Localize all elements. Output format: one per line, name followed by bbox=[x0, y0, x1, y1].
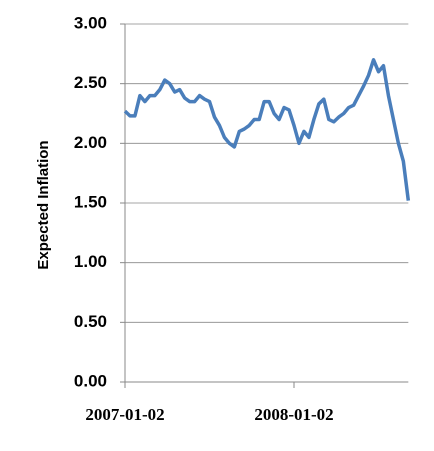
y-tick-label: 3.00 bbox=[74, 13, 107, 32]
y-tick-label: 1.50 bbox=[74, 192, 107, 211]
y-tick-label: 2.50 bbox=[74, 73, 107, 92]
x-tick-label: 2008-01-02 bbox=[254, 405, 333, 424]
y-tick-label: 0.00 bbox=[74, 371, 107, 390]
y-tick-label: 2.00 bbox=[74, 133, 107, 152]
x-tick-label: 2007-01-02 bbox=[85, 405, 164, 424]
y-tick-label: 1.00 bbox=[74, 252, 107, 271]
y-tick-label: 0.50 bbox=[74, 312, 107, 331]
y-axis-label: Expected Inflation bbox=[35, 140, 52, 269]
series-line bbox=[123, 58, 411, 201]
